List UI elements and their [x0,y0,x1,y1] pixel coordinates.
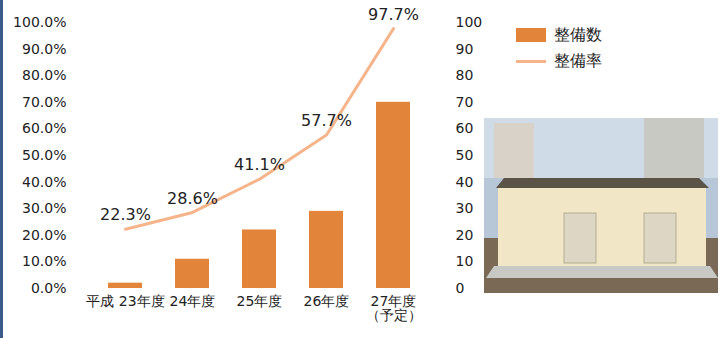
svg-text:27年度（予定）: 27年度（予定） [366,293,422,323]
svg-text:50: 50 [456,147,474,163]
svg-text:100: 100 [456,14,483,30]
svg-text:10.0%: 10.0% [22,253,66,269]
svg-text:20.0%: 20.0% [22,227,66,243]
svg-text:57.7%: 57.7% [301,111,352,130]
svg-text:80.0%: 80.0% [22,67,66,83]
svg-text:30: 30 [456,200,474,216]
svg-text:70: 70 [456,94,474,110]
svg-text:40.0%: 40.0% [22,174,66,190]
svg-text:80: 80 [456,67,474,83]
html-text:整備数: 整備数 [554,24,602,44]
svg-text:26年度: 26年度 [304,293,350,309]
svg-text:0: 0 [456,280,465,296]
svg-text:50.0%: 50.0% [22,147,66,163]
svg-text:100.0%: 100.0% [13,14,66,30]
svg-text:22.3%: 22.3% [100,205,151,224]
svg-text:90: 90 [456,41,474,57]
svg-text:97.7%: 97.7% [368,5,419,24]
svg-text:平成 23年度: 平成 23年度 [86,293,164,309]
svg-text:28.6%: 28.6% [167,189,218,208]
svg-text:60: 60 [456,120,474,136]
svg-text:70.0%: 70.0% [22,94,66,110]
svg-text:20: 20 [456,227,474,243]
svg-text:60.0%: 60.0% [22,120,66,136]
svg-text:25年度: 25年度 [237,293,283,309]
svg-text:90.0%: 90.0% [22,41,66,57]
svg-text:41.1%: 41.1% [234,155,285,174]
svg-text:10: 10 [456,253,474,269]
svg-text:40: 40 [456,174,474,190]
svg-text:24年度: 24年度 [170,293,216,309]
html-text:整備率: 整備率 [554,50,602,70]
svg-text:0.0%: 0.0% [31,280,67,296]
svg-text:30.0%: 30.0% [22,200,66,216]
